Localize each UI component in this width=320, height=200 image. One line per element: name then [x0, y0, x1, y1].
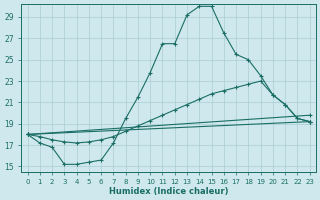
X-axis label: Humidex (Indice chaleur): Humidex (Indice chaleur) — [109, 187, 228, 196]
